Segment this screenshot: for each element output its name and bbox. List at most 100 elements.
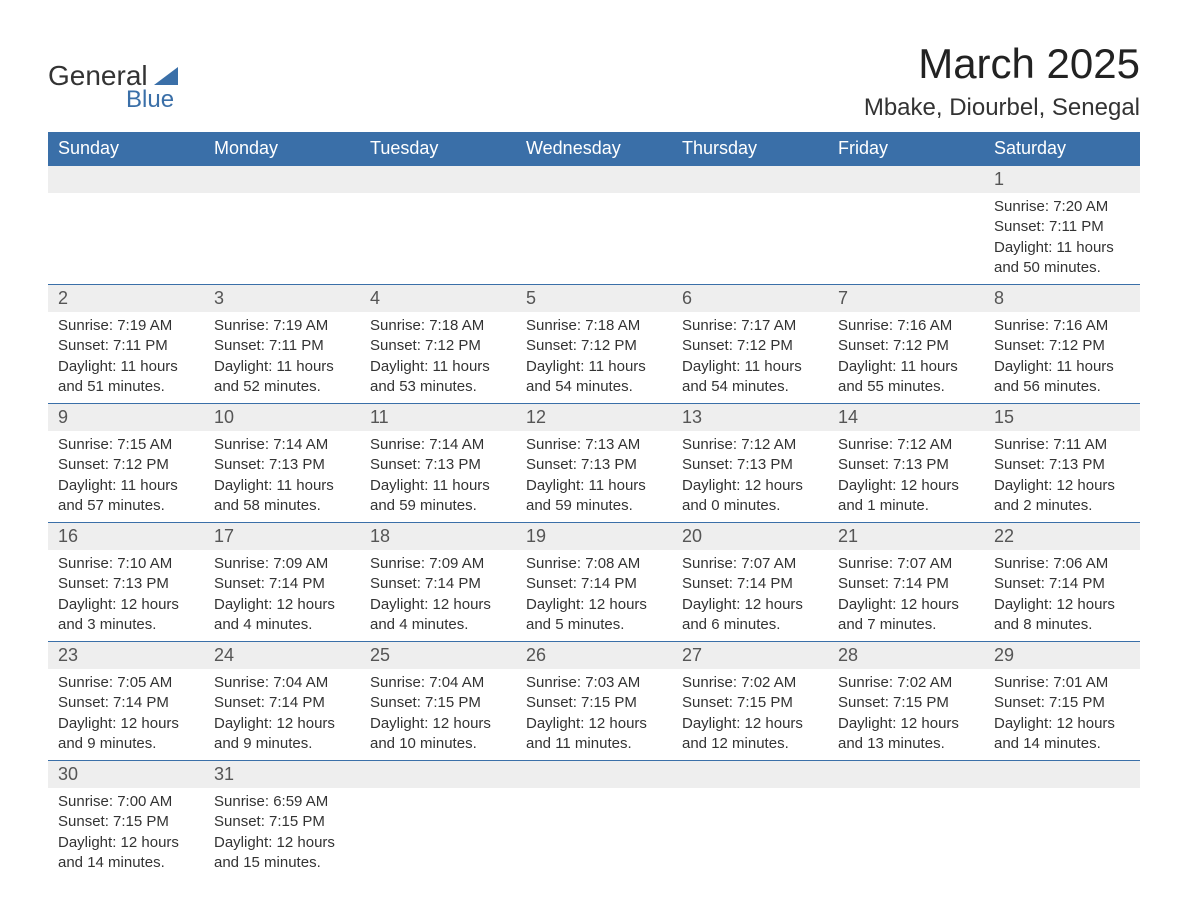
day-detail-cell: Sunrise: 7:04 AMSunset: 7:14 PMDaylight:… <box>204 669 360 761</box>
daylight-text: Daylight: 11 hours <box>682 357 818 377</box>
daylight-text: Daylight: 12 hours <box>994 714 1130 734</box>
daylight-text: Daylight: 12 hours <box>214 595 350 615</box>
month-title: March 2025 <box>864 40 1140 88</box>
daylight-text: and 50 minutes. <box>994 258 1130 278</box>
sunrise-text: Sunrise: 7:09 AM <box>214 554 350 574</box>
daylight-text: Daylight: 12 hours <box>838 476 974 496</box>
daylight-text: and 59 minutes. <box>370 496 506 516</box>
daylight-text: and 8 minutes. <box>994 615 1130 635</box>
day-number-cell <box>672 761 828 789</box>
daylight-text: and 13 minutes. <box>838 734 974 754</box>
calendar-table: SundayMondayTuesdayWednesdayThursdayFrid… <box>48 132 1140 879</box>
day-number-cell: 25 <box>360 642 516 670</box>
day-number-cell <box>48 166 204 194</box>
day-number-cell: 11 <box>360 404 516 432</box>
sunset-text: Sunset: 7:15 PM <box>58 812 194 832</box>
sunset-text: Sunset: 7:14 PM <box>370 574 506 594</box>
day-detail-cell <box>360 788 516 879</box>
sunrise-text: Sunrise: 7:14 AM <box>214 435 350 455</box>
day-number-cell: 20 <box>672 523 828 551</box>
day-detail-cell: Sunrise: 7:16 AMSunset: 7:12 PMDaylight:… <box>828 312 984 404</box>
sunrise-text: Sunrise: 7:11 AM <box>994 435 1130 455</box>
sunrise-text: Sunrise: 7:02 AM <box>838 673 974 693</box>
sunrise-text: Sunrise: 7:17 AM <box>682 316 818 336</box>
day-of-week-header: Tuesday <box>360 132 516 166</box>
day-number-cell: 18 <box>360 523 516 551</box>
day-of-week-header: Thursday <box>672 132 828 166</box>
sunset-text: Sunset: 7:11 PM <box>214 336 350 356</box>
day-detail-cell: Sunrise: 7:03 AMSunset: 7:15 PMDaylight:… <box>516 669 672 761</box>
sunrise-text: Sunrise: 7:19 AM <box>58 316 194 336</box>
page-header: General Blue March 2025 Mbake, Diourbel,… <box>48 40 1140 122</box>
day-detail-cell: Sunrise: 7:12 AMSunset: 7:13 PMDaylight:… <box>672 431 828 523</box>
day-number-cell: 21 <box>828 523 984 551</box>
day-detail-cell: Sunrise: 7:05 AMSunset: 7:14 PMDaylight:… <box>48 669 204 761</box>
daylight-text: Daylight: 12 hours <box>526 714 662 734</box>
sunrise-text: Sunrise: 7:18 AM <box>526 316 662 336</box>
sunset-text: Sunset: 7:15 PM <box>682 693 818 713</box>
day-detail-cell: Sunrise: 7:19 AMSunset: 7:11 PMDaylight:… <box>48 312 204 404</box>
day-number-cell: 19 <box>516 523 672 551</box>
calendar-daynum-row: 3031 <box>48 761 1140 789</box>
daylight-text: and 56 minutes. <box>994 377 1130 397</box>
day-detail-cell <box>672 788 828 879</box>
day-detail-cell <box>828 788 984 879</box>
daylight-text: and 5 minutes. <box>526 615 662 635</box>
day-detail-cell: Sunrise: 7:07 AMSunset: 7:14 PMDaylight:… <box>828 550 984 642</box>
day-number-cell: 23 <box>48 642 204 670</box>
sunset-text: Sunset: 7:14 PM <box>58 693 194 713</box>
day-detail-cell: Sunrise: 7:02 AMSunset: 7:15 PMDaylight:… <box>828 669 984 761</box>
sunset-text: Sunset: 7:13 PM <box>838 455 974 475</box>
sunset-text: Sunset: 7:13 PM <box>214 455 350 475</box>
day-number-cell: 9 <box>48 404 204 432</box>
daylight-text: and 0 minutes. <box>682 496 818 516</box>
daylight-text: Daylight: 12 hours <box>994 476 1130 496</box>
sunset-text: Sunset: 7:12 PM <box>994 336 1130 356</box>
sunset-text: Sunset: 7:14 PM <box>838 574 974 594</box>
day-detail-cell <box>984 788 1140 879</box>
day-number-cell <box>516 761 672 789</box>
day-of-week-header: Wednesday <box>516 132 672 166</box>
calendar-detail-row: Sunrise: 7:10 AMSunset: 7:13 PMDaylight:… <box>48 550 1140 642</box>
sunrise-text: Sunrise: 7:20 AM <box>994 197 1130 217</box>
day-detail-cell: Sunrise: 7:16 AMSunset: 7:12 PMDaylight:… <box>984 312 1140 404</box>
daylight-text: Daylight: 11 hours <box>370 476 506 496</box>
sunrise-text: Sunrise: 7:07 AM <box>682 554 818 574</box>
daylight-text: and 2 minutes. <box>994 496 1130 516</box>
daylight-text: and 14 minutes. <box>58 853 194 873</box>
sunset-text: Sunset: 7:13 PM <box>370 455 506 475</box>
sunset-text: Sunset: 7:13 PM <box>682 455 818 475</box>
day-number-cell: 8 <box>984 285 1140 313</box>
daylight-text: and 51 minutes. <box>58 377 194 397</box>
day-number-cell: 7 <box>828 285 984 313</box>
sunrise-text: Sunrise: 7:07 AM <box>838 554 974 574</box>
sunrise-text: Sunrise: 7:18 AM <box>370 316 506 336</box>
daylight-text: and 3 minutes. <box>58 615 194 635</box>
day-number-cell: 6 <box>672 285 828 313</box>
sunset-text: Sunset: 7:14 PM <box>994 574 1130 594</box>
daylight-text: and 9 minutes. <box>58 734 194 754</box>
sunrise-text: Sunrise: 7:16 AM <box>838 316 974 336</box>
brand-logo: General Blue <box>48 60 178 114</box>
sunrise-text: Sunrise: 7:05 AM <box>58 673 194 693</box>
day-detail-cell <box>360 193 516 285</box>
daylight-text: Daylight: 11 hours <box>214 357 350 377</box>
day-detail-cell: Sunrise: 7:20 AMSunset: 7:11 PMDaylight:… <box>984 193 1140 285</box>
sunset-text: Sunset: 7:12 PM <box>526 336 662 356</box>
daylight-text: Daylight: 11 hours <box>58 476 194 496</box>
sunset-text: Sunset: 7:15 PM <box>838 693 974 713</box>
daylight-text: Daylight: 12 hours <box>214 833 350 853</box>
daylight-text: Daylight: 12 hours <box>214 714 350 734</box>
day-number-cell: 4 <box>360 285 516 313</box>
day-detail-cell: Sunrise: 6:59 AMSunset: 7:15 PMDaylight:… <box>204 788 360 879</box>
daylight-text: and 12 minutes. <box>682 734 818 754</box>
day-number-cell: 14 <box>828 404 984 432</box>
day-number-cell: 16 <box>48 523 204 551</box>
sunrise-text: Sunrise: 7:08 AM <box>526 554 662 574</box>
day-number-cell: 13 <box>672 404 828 432</box>
day-number-cell <box>360 761 516 789</box>
sunset-text: Sunset: 7:12 PM <box>370 336 506 356</box>
day-detail-cell <box>516 788 672 879</box>
sunrise-text: Sunrise: 7:16 AM <box>994 316 1130 336</box>
sunrise-text: Sunrise: 7:10 AM <box>58 554 194 574</box>
